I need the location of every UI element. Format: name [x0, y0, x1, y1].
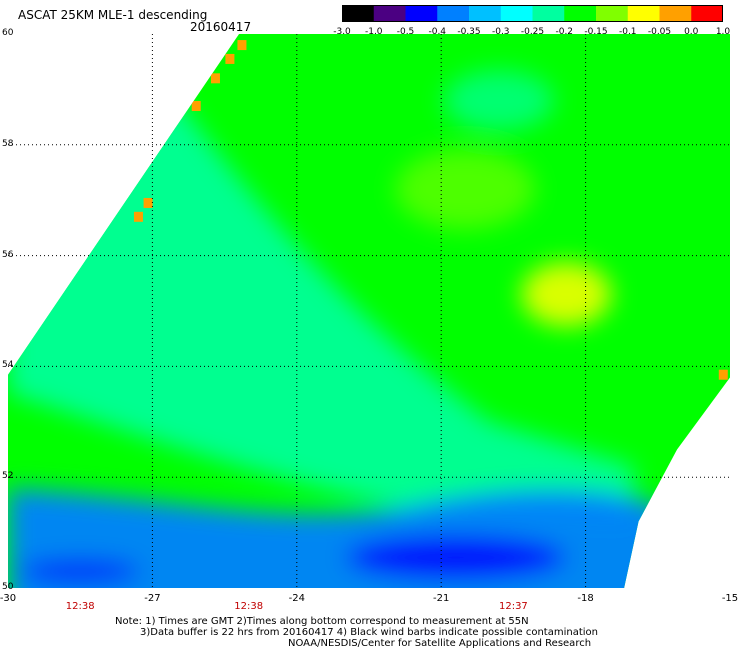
colorbar-label: -0.1 [618, 27, 637, 37]
x-tick-label: -24 [288, 593, 305, 604]
colorbar-label: 0.0 [684, 27, 699, 37]
colorbar-label: -0.2 [555, 27, 574, 37]
swath-map [8, 34, 730, 588]
y-tick-label: 56 [2, 249, 14, 260]
time-label: 12:38 [234, 601, 264, 612]
colorbar-swatch [564, 5, 597, 22]
colorbar-label: -0.15 [584, 27, 608, 37]
colorbar-label: -0.4 [428, 27, 447, 37]
orange-speckle [718, 369, 728, 380]
x-tick-label: -18 [577, 593, 594, 604]
colorbar-swatch [659, 5, 692, 22]
colorbar-label: -3.0 [333, 27, 351, 37]
x-tick-label: -30 [0, 593, 17, 604]
chart-date: 20160417 [190, 20, 252, 34]
y-tick-label: 52 [2, 471, 14, 482]
colorbar-swatch [627, 5, 660, 22]
colorbar-swatch [342, 5, 375, 22]
footnote-2: 3)Data buffer is 22 hrs from 20160417 4)… [140, 627, 598, 638]
deep-blue-patch-west [20, 559, 141, 584]
colorbar-swatch [500, 5, 533, 22]
colorbar-swatch [532, 5, 565, 22]
deep-blue-patch [345, 535, 566, 580]
colorbar [342, 5, 723, 22]
footnote-1: Note: 1) Times are GMT 2)Times along bot… [115, 616, 529, 627]
x-tick-label: -21 [433, 593, 450, 604]
orange-speckle [143, 197, 153, 208]
orange-speckle [237, 40, 247, 51]
y-tick-label: 58 [2, 138, 14, 149]
x-tick-label: -27 [144, 593, 161, 604]
colorbar-label: -0.5 [396, 27, 415, 37]
credit-line: NOAA/NESDIS/Center for Satellite Applica… [288, 638, 592, 649]
y-tick-label: 54 [2, 360, 14, 371]
y-tick-label: 60 [2, 28, 14, 38]
colorbar-swatch [437, 5, 470, 22]
orange-speckle [191, 101, 201, 112]
time-label: 12:38 [65, 601, 95, 612]
colorbar-label: -0.25 [520, 27, 545, 37]
chart-title: ASCAT 25KM MLE-1 descending [18, 8, 208, 22]
colorbar-swatch [373, 5, 406, 22]
colorbar-swatch [691, 5, 723, 22]
colorbar-frame [342, 5, 723, 22]
cyan-patch [443, 70, 554, 131]
colorbar-swatch [469, 5, 502, 22]
colorbar-swatch [405, 5, 438, 22]
grid-lines [8, 34, 730, 588]
colorbar-label: -0.3 [491, 27, 510, 37]
orange-speckle [225, 53, 235, 64]
colorbar-label: -1.0 [364, 27, 383, 37]
orange-speckle [133, 211, 143, 222]
time-label: 12:37 [498, 601, 528, 612]
yellow-patch [521, 262, 612, 327]
orange-speckle [210, 73, 220, 84]
swath-blobs [8, 34, 730, 588]
colorbar-label: -0.35 [457, 27, 481, 37]
cyan-band [8, 34, 634, 522]
colorbar-swatch [596, 5, 629, 22]
light-green-patch [395, 149, 536, 230]
colorbar-label: 1.0 [715, 27, 731, 37]
x-tick-label: -15 [721, 593, 739, 604]
colorbar-label: -0.05 [647, 27, 672, 37]
y-tick-label: 50 [2, 582, 14, 592]
swath-field [8, 34, 730, 588]
